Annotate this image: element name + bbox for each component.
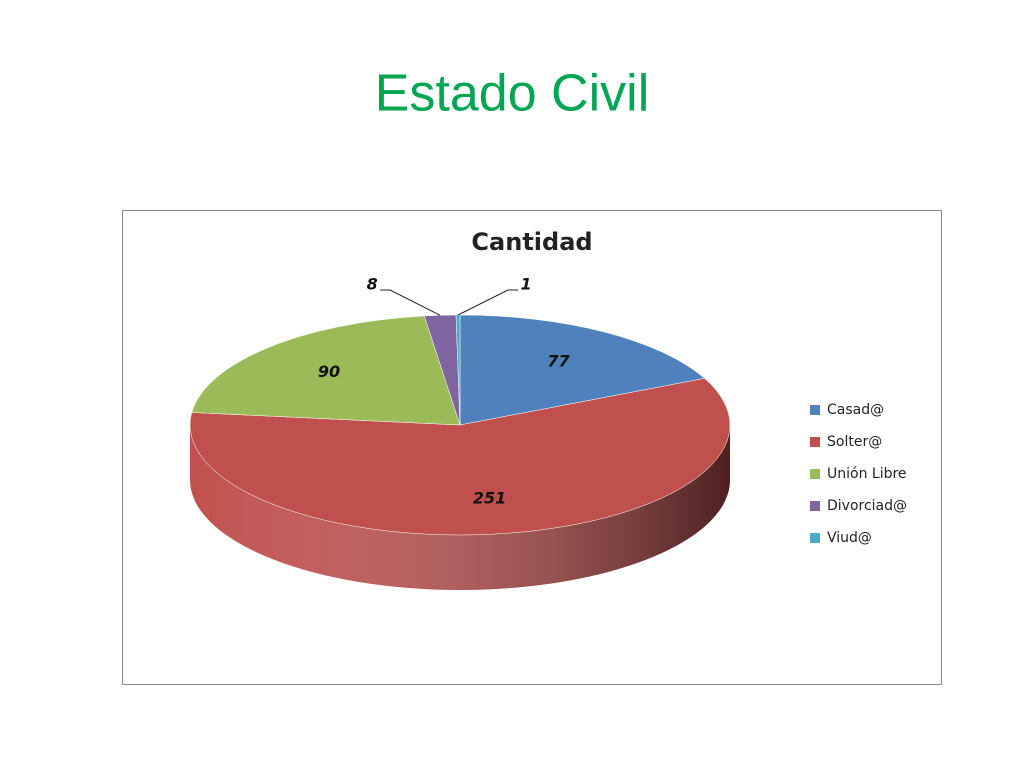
slice — [189, 378, 731, 536]
pie: 77 251 90 8 1 — [189, 275, 731, 590]
legend-swatch — [810, 501, 820, 511]
leader-line — [457, 289, 519, 316]
data-label: 8 — [367, 275, 378, 294]
legend-label: Casad@ — [827, 402, 884, 418]
legend-label: Divorciad@ — [827, 498, 907, 514]
legend: Casad@ Solter@ Unión Libre Divorciad@ Viud@ — [810, 402, 907, 546]
data-label: 90 — [318, 362, 340, 381]
chart-title: Cantidad — [471, 228, 592, 256]
data-label: 1 — [520, 275, 531, 294]
data-label: 77 — [547, 351, 570, 370]
slice — [459, 314, 706, 426]
legend-swatch — [810, 533, 820, 543]
slice-side-shade — [190, 425, 730, 590]
slice — [455, 314, 461, 426]
legend-swatch — [810, 405, 820, 415]
legend-label: Unión Libre — [827, 466, 907, 482]
slice — [191, 315, 461, 426]
leader-line — [380, 289, 441, 316]
data-label: 251 — [473, 488, 506, 507]
legend-label: Viud@ — [827, 530, 872, 546]
legend-swatch — [810, 469, 820, 479]
legend-swatch — [810, 437, 820, 447]
legend-label: Solter@ — [827, 434, 882, 450]
page-title: Estado Civil — [375, 65, 650, 123]
